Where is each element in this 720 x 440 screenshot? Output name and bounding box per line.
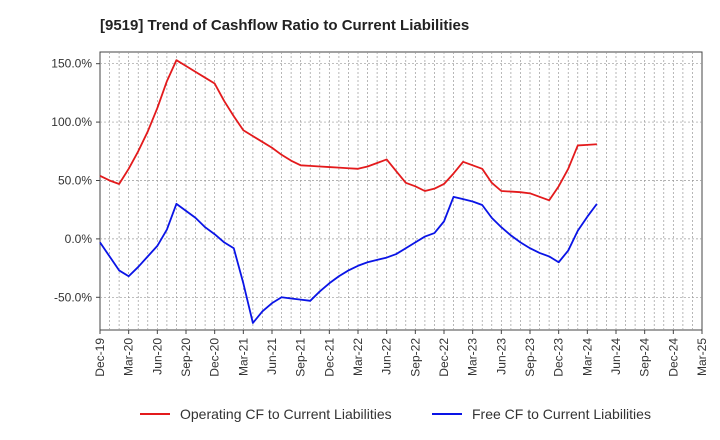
plot-area <box>99 51 703 331</box>
series-line-free-cf <box>99 195 598 324</box>
x-tick-label: Dec-22 <box>437 338 451 377</box>
x-tick-label: Jun-20 <box>150 338 164 375</box>
x-tick-label: Jun-23 <box>494 338 508 375</box>
x-tick-label: Mar-25 <box>695 338 709 376</box>
x-tick-label: Jun-22 <box>380 338 394 375</box>
y-tick-label: -50.0% <box>54 290 92 304</box>
x-tick-label: Sep-22 <box>408 338 422 377</box>
x-tick-label: Sep-20 <box>179 338 193 377</box>
legend-label-free-cf: Free CF to Current Liabilities <box>472 406 651 422</box>
y-tick-label: 100.0% <box>51 115 92 129</box>
x-tick-label: Sep-23 <box>523 338 537 377</box>
x-tick-label: Dec-20 <box>208 338 222 377</box>
x-tick-label: Mar-24 <box>580 338 594 376</box>
x-tick-label: Sep-21 <box>294 338 308 377</box>
x-tick-label: Mar-20 <box>122 338 136 376</box>
x-tick-label: Dec-21 <box>322 338 336 377</box>
legend-label-operating-cf: Operating CF to Current Liabilities <box>180 406 392 422</box>
x-tick-label: Mar-22 <box>351 338 365 376</box>
series-line-operating-cf <box>99 59 597 202</box>
x-tick-label: Dec-19 <box>93 338 107 377</box>
y-tick-label: 150.0% <box>51 57 92 71</box>
x-tick-label: Sep-24 <box>638 338 652 377</box>
x-tick-label: Jun-21 <box>265 338 279 375</box>
y-tick-label: 50.0% <box>58 173 92 187</box>
chart-title: [9519] Trend of Cashflow Ratio to Curren… <box>100 17 469 34</box>
x-tick-label: Mar-21 <box>236 338 250 376</box>
y-tick-label: 0.0% <box>65 232 93 246</box>
x-tick-label: Mar-23 <box>466 338 480 376</box>
x-tick-label: Jun-24 <box>609 338 623 375</box>
x-tick-label: Dec-24 <box>666 338 680 377</box>
x-tick-label: Dec-23 <box>552 338 566 377</box>
